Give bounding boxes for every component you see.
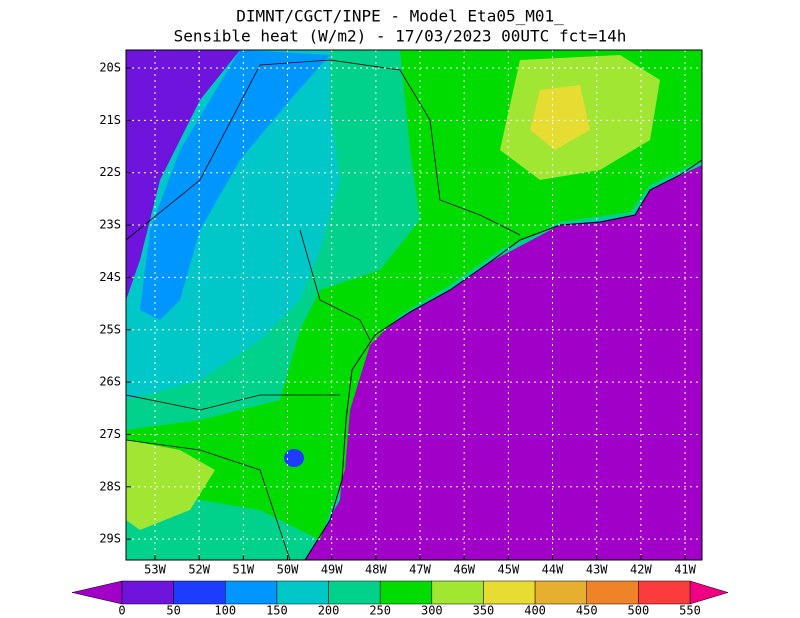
colorbar: 0 50 100 150 200 250 300 350 400 450 500 550 bbox=[71, 580, 729, 618]
colorbar-label: 200 bbox=[318, 604, 340, 618]
colorbar-label: 100 bbox=[214, 604, 236, 618]
land-purple bbox=[126, 50, 240, 300]
title: DIMNT/CGCT/INPE - Model Eta05_M01_ bbox=[236, 7, 564, 26]
colorbar-label: 0 bbox=[118, 604, 125, 618]
lon-label: 43W bbox=[586, 563, 608, 577]
colorbar-label: 300 bbox=[421, 604, 443, 618]
colorbar-bin bbox=[534, 580, 587, 605]
lat-label: 21S bbox=[99, 113, 121, 127]
colorbar-label: 400 bbox=[524, 604, 546, 618]
lon-label: 48W bbox=[365, 563, 387, 577]
lon-label: 50W bbox=[277, 563, 299, 577]
coastline bbox=[304, 159, 702, 560]
colorbar-bin bbox=[638, 580, 691, 605]
border bbox=[126, 439, 291, 560]
colorbar-label: 50 bbox=[166, 604, 180, 618]
border bbox=[126, 59, 521, 241]
lat-label: 27S bbox=[99, 427, 121, 441]
lat-label: 28S bbox=[99, 479, 121, 493]
lon-label: 52W bbox=[188, 563, 210, 577]
colorbar-bin bbox=[225, 580, 278, 605]
lon-label: 45W bbox=[498, 563, 520, 577]
lake bbox=[284, 449, 304, 467]
colorbar-bin bbox=[328, 580, 381, 605]
lon-label: 44W bbox=[542, 563, 564, 577]
lon-label: 51W bbox=[232, 563, 254, 577]
lat-label: 25S bbox=[99, 322, 121, 336]
colorbar-label: 550 bbox=[679, 604, 701, 618]
plot-frame bbox=[125, 49, 703, 561]
lon-label: 53W bbox=[144, 563, 166, 577]
colorbar-bin bbox=[483, 580, 536, 605]
border bbox=[126, 394, 340, 411]
colorbar-bin bbox=[276, 580, 329, 605]
lat-label: 23S bbox=[99, 218, 121, 232]
colorbar-bin bbox=[121, 580, 174, 605]
colorbar-under bbox=[71, 580, 123, 605]
colorbar-bin bbox=[431, 580, 484, 605]
field bbox=[126, 50, 702, 560]
colorbar-over bbox=[689, 580, 729, 605]
lon-label: 49W bbox=[321, 563, 343, 577]
colorbar-label: 500 bbox=[628, 604, 650, 618]
lat-label: 29S bbox=[99, 532, 121, 546]
colorbar-label: 150 bbox=[266, 604, 288, 618]
subtitle: Sensible heat (W/m2) - 17/03/2023 00UTC … bbox=[174, 27, 627, 46]
colorbar-bin bbox=[586, 580, 639, 605]
colorbar-label: 250 bbox=[369, 604, 391, 618]
lat-label: 24S bbox=[99, 270, 121, 284]
colorbar-label: 350 bbox=[473, 604, 495, 618]
lat-label: 22S bbox=[99, 165, 121, 179]
lon-label: 46W bbox=[453, 563, 475, 577]
lat-label: 26S bbox=[99, 375, 121, 389]
border bbox=[299, 229, 371, 341]
lon-label: 47W bbox=[409, 563, 431, 577]
land-yellow2 bbox=[530, 85, 590, 150]
graticule: 20S 21S 22S 23S 24S 25S 26S 27S 28S 29S 53W 52W 51W 5… bbox=[99, 50, 702, 577]
lon-label: 42W bbox=[630, 563, 652, 577]
land-blue bbox=[140, 50, 330, 320]
colorbar-bin bbox=[173, 580, 226, 605]
land-yellow3 bbox=[126, 440, 215, 530]
lat-label: 20S bbox=[99, 61, 121, 75]
colorbar-label: 450 bbox=[576, 604, 598, 618]
lon-label: 41W bbox=[674, 563, 696, 577]
colorbar-bin bbox=[379, 580, 433, 605]
